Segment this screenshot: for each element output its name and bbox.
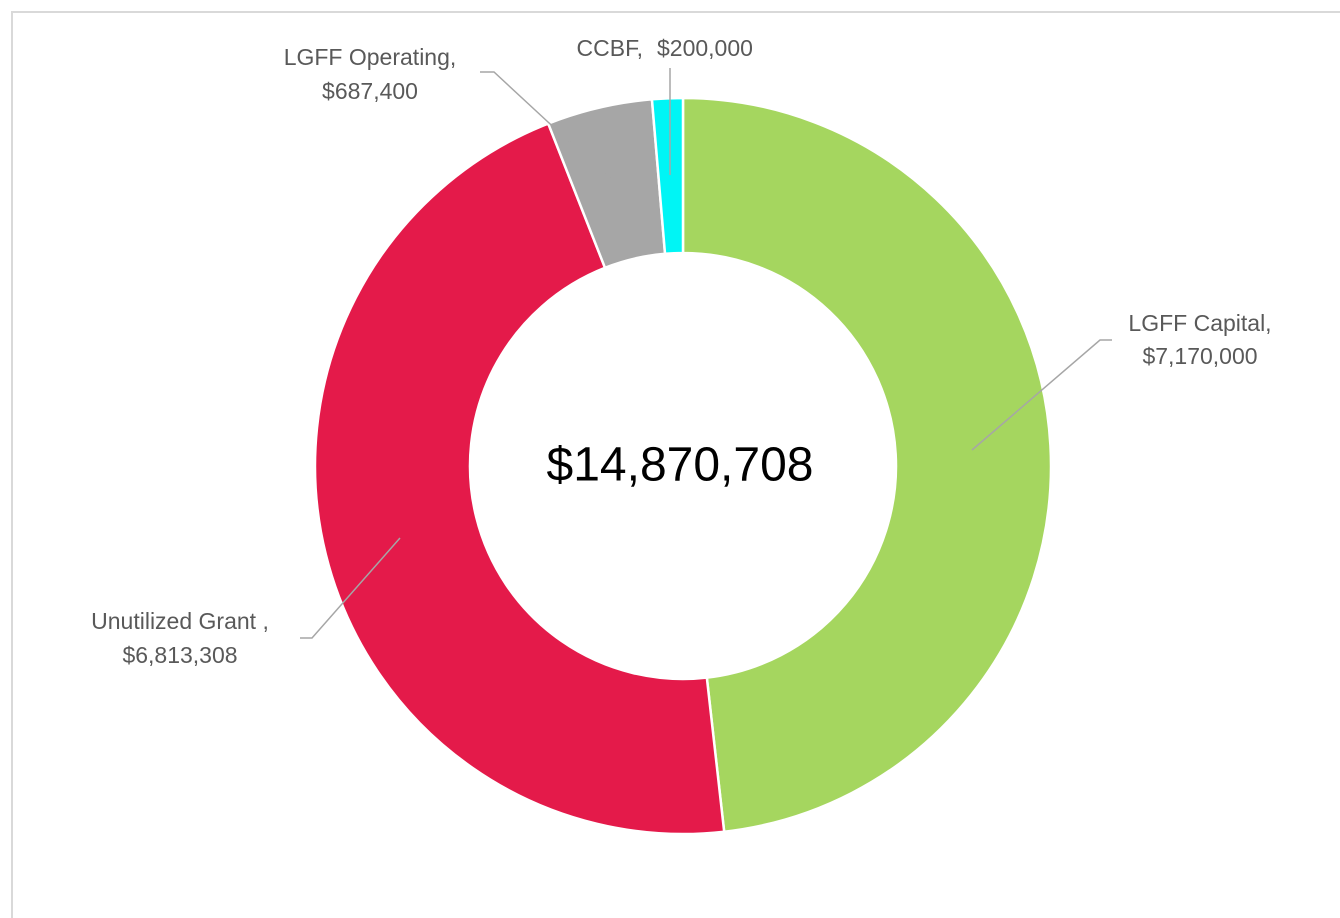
data-label-category: LGFF Operating, — [284, 44, 457, 70]
data-label-value: $7,170,000 — [1142, 343, 1257, 369]
leader-line — [300, 537, 401, 639]
donut-slice — [313, 121, 726, 836]
data-label-value: $200,000 — [657, 35, 753, 61]
data-label-category: CCBF, — [577, 35, 643, 61]
leader-line — [480, 71, 613, 181]
leader-line — [971, 339, 1112, 451]
data-label-category: Unutilized Grant , — [91, 608, 269, 634]
donut-slice — [681, 96, 1053, 834]
data-label-value: $687,400 — [322, 78, 418, 104]
center-label: $14,870,708 — [547, 439, 814, 492]
donut-slice — [650, 96, 685, 256]
data-label-category: LGFF Capital, — [1128, 310, 1271, 336]
data-label-value: $6,813,308 — [122, 642, 237, 668]
donut — [313, 96, 1053, 836]
